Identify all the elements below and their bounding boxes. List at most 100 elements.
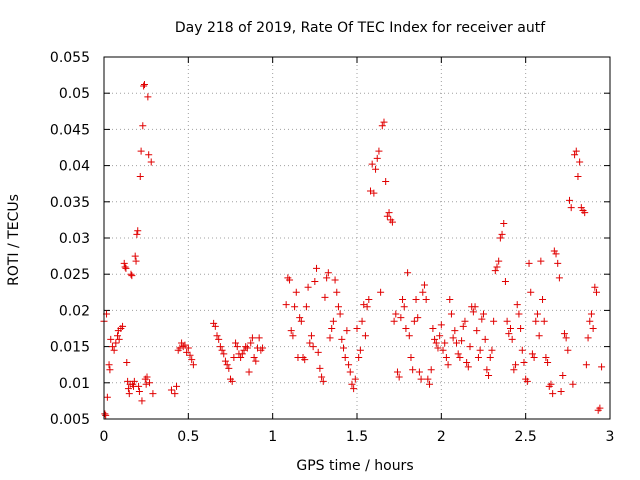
- data-point: [351, 375, 359, 383]
- data-point: [313, 264, 321, 272]
- data-point: [211, 322, 219, 330]
- data-point: [213, 332, 221, 340]
- data-point: [390, 317, 398, 325]
- data-point: [383, 212, 391, 220]
- data-point: [316, 364, 324, 372]
- data-point: [358, 317, 366, 325]
- data-point: [574, 172, 582, 180]
- data-point: [498, 230, 506, 238]
- data-point: [476, 346, 484, 354]
- data-point: [119, 322, 127, 330]
- data-point: [186, 351, 194, 359]
- data-point: [527, 288, 535, 296]
- data-point: [513, 301, 521, 309]
- data-point: [436, 332, 444, 340]
- y-tick-label: 0.02: [59, 303, 90, 319]
- data-point: [375, 147, 383, 155]
- data-point: [110, 346, 118, 354]
- data-point: [350, 385, 358, 393]
- y-axis-title: ROTI / TECUs: [6, 194, 22, 286]
- y-tick-label: 0.045: [50, 122, 90, 138]
- data-point: [122, 264, 130, 272]
- data-point: [596, 404, 604, 412]
- data-point: [481, 335, 489, 343]
- data-point: [554, 259, 562, 267]
- data-point: [432, 339, 440, 347]
- data-point: [414, 314, 422, 322]
- data-point: [242, 343, 250, 351]
- data-point: [336, 310, 344, 318]
- data-point: [533, 310, 541, 318]
- data-point: [562, 334, 570, 342]
- data-point: [233, 343, 241, 351]
- data-point: [124, 385, 132, 393]
- data-point: [515, 310, 523, 318]
- data-point: [247, 339, 255, 347]
- data-point: [138, 397, 146, 405]
- data-point: [127, 270, 135, 278]
- data-point: [426, 380, 434, 388]
- data-point: [399, 296, 407, 304]
- data-point: [220, 350, 228, 358]
- data-point: [508, 335, 516, 343]
- data-point: [250, 353, 258, 361]
- data-point: [474, 353, 482, 361]
- data-point: [530, 353, 538, 361]
- data-point: [355, 353, 363, 361]
- data-point: [179, 343, 187, 351]
- data-point: [434, 344, 442, 352]
- data-point: [139, 122, 147, 130]
- data-point: [302, 303, 310, 311]
- data-point: [576, 158, 584, 166]
- data-point: [243, 344, 251, 352]
- data-point: [184, 344, 192, 352]
- data-point: [306, 339, 314, 347]
- data-point: [442, 353, 450, 361]
- data-point: [419, 288, 427, 296]
- data-point: [365, 296, 373, 304]
- data-point: [105, 361, 113, 369]
- data-point: [496, 234, 504, 242]
- data-point: [532, 317, 540, 325]
- data-point: [555, 274, 563, 282]
- data-point: [140, 81, 148, 89]
- x-tick-label: 0: [100, 429, 109, 445]
- data-point: [437, 321, 445, 329]
- data-point: [329, 317, 337, 325]
- data-point: [559, 372, 567, 380]
- y-tick-label: 0.03: [59, 231, 90, 247]
- data-point: [108, 343, 116, 351]
- data-point: [106, 366, 114, 374]
- data-point: [176, 344, 184, 352]
- data-point: [407, 353, 415, 361]
- data-point: [378, 122, 386, 130]
- data-point: [485, 372, 493, 380]
- data-point: [393, 368, 401, 376]
- data-point: [581, 209, 589, 217]
- data-point: [377, 288, 385, 296]
- data-point: [210, 319, 218, 327]
- data-point: [287, 327, 295, 335]
- y-tick-label: 0.025: [50, 267, 90, 283]
- data-point: [372, 165, 380, 173]
- data-point: [188, 356, 196, 364]
- data-point: [528, 350, 536, 358]
- data-point: [137, 147, 145, 155]
- data-point: [395, 373, 403, 381]
- data-point: [544, 359, 552, 367]
- data-point: [550, 247, 558, 255]
- data-point: [586, 317, 594, 325]
- data-point: [149, 390, 157, 398]
- data-point: [453, 339, 461, 347]
- data-point: [542, 353, 550, 361]
- data-point: [311, 277, 319, 285]
- data-point: [331, 276, 339, 284]
- data-point: [146, 379, 154, 387]
- data-point: [289, 332, 297, 340]
- data-point: [356, 346, 364, 354]
- data-point: [368, 160, 376, 168]
- data-point: [171, 390, 179, 398]
- data-point: [422, 296, 430, 304]
- data-point: [361, 332, 369, 340]
- data-point: [307, 332, 315, 340]
